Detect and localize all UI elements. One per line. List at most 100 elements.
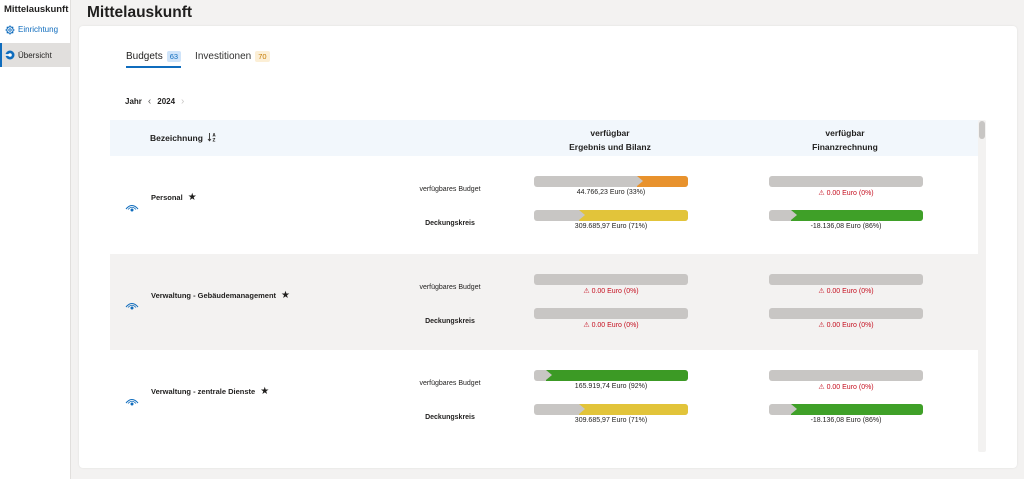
sidebar-item-einrichtung[interactable]: Einrichtung: [0, 18, 70, 41]
progress-value: 165.919,74 Euro (92%): [534, 383, 688, 390]
progress-fill: [578, 210, 688, 221]
progress-value: ⚠ 0.00 Euro (0%): [769, 383, 923, 391]
star-icon[interactable]: ★: [281, 290, 290, 301]
row-name-label: Verwaltung - zentrale Dienste: [151, 387, 256, 396]
overview-icon: [5, 50, 15, 60]
warning-icon: ⚠: [818, 190, 827, 197]
progress-value: ⚠ 0.00 Euro (0%): [769, 321, 923, 329]
row-name-label: Personal: [151, 193, 183, 202]
warning-icon: ⚠: [818, 288, 827, 295]
app-title: Mittelauskunft: [4, 4, 69, 15]
progress-value: ⚠ 0.00 Euro (0%): [769, 287, 923, 295]
progress-notch: [790, 210, 797, 220]
gear-icon: [5, 25, 15, 35]
sublabel-budget: verfügbares Budget: [419, 186, 481, 193]
progress-bar: [534, 210, 688, 221]
progress-notch: [578, 404, 585, 414]
star-icon[interactable]: ★: [260, 386, 270, 397]
sublabel-budget: verfügbares Budget: [419, 380, 481, 387]
progress-bar: [534, 176, 688, 187]
progress-value-text: 0.00 Euro (0%): [826, 190, 874, 197]
svg-text:A: A: [212, 132, 216, 137]
warning-icon: ⚠: [818, 384, 827, 391]
scroll-thumb[interactable]: [979, 121, 985, 139]
content-card: Budgets 63 Investitionen 70 Jahr ‹ 2024 …: [79, 26, 1017, 468]
progress-fill: [578, 404, 688, 415]
chevron-right-icon[interactable]: ›: [181, 96, 185, 107]
progress-bar: [769, 176, 923, 187]
warning-icon: ⚠: [818, 322, 827, 329]
chevron-left-icon[interactable]: ‹: [147, 96, 152, 107]
tab-budgets[interactable]: Budgets 63: [126, 46, 182, 68]
column-header-line: Ergebnis und Bilanz: [569, 142, 651, 152]
progress-value: ⚠ 0.00 Euro (0%): [534, 287, 688, 295]
progress-value-text: 0.00 Euro (0%): [826, 288, 874, 295]
count-badge: 70: [255, 50, 270, 62]
column-header-label: Bezeichnung: [150, 133, 203, 143]
progress-bar: [534, 308, 688, 319]
progress-bar: [534, 370, 688, 381]
progress-bar: [534, 274, 688, 285]
row-name: Verwaltung - zentrale Dienste ★: [151, 386, 269, 397]
progress-notch: [546, 370, 553, 380]
star-icon[interactable]: ★: [187, 192, 197, 203]
tab-label: Budgets: [126, 50, 163, 62]
count-badge: 63: [166, 50, 182, 62]
svg-text:Z: Z: [212, 137, 215, 142]
progress-value: 309.685,97 Euro (71%): [534, 223, 688, 230]
vertical-scrollbar[interactable]: [978, 120, 986, 452]
progress-value-text: 0.00 Euro (0%): [591, 288, 639, 295]
progress-value-text: 0.00 Euro (0%): [591, 322, 639, 329]
sidebar-item-uebersicht[interactable]: Übersicht: [0, 43, 70, 67]
progress-fill: [790, 210, 923, 221]
tab-bar: Budgets 63 Investitionen 70: [126, 46, 284, 68]
progress-value: ⚠ 0.00 Euro (0%): [769, 189, 923, 197]
table-row: Personal ★ verfügbares Budget Deckungskreis…: [110, 156, 980, 252]
eye-icon[interactable]: [125, 394, 139, 406]
progress-notch: [578, 210, 585, 220]
row-name-label: Verwaltung - Gebäudemanagement: [151, 291, 277, 300]
eye-icon[interactable]: [125, 200, 139, 212]
progress-bar: [769, 308, 923, 319]
progress-fill: [546, 370, 688, 381]
progress-notch: [790, 404, 797, 414]
progress-value-text: -18.136,08 Euro (86%): [810, 223, 882, 230]
page-title: Mittelauskunft: [87, 4, 193, 21]
row-name: Verwaltung - Gebäudemanagement ★: [151, 290, 290, 301]
progress-notch: [637, 176, 644, 186]
progress-fill: [637, 176, 688, 187]
sublabel-budget: verfügbares Budget: [419, 284, 481, 291]
progress-fill: [790, 404, 923, 415]
progress-bar: [534, 404, 688, 415]
year-value: 2024: [157, 97, 176, 106]
sidebar-item-label: Einrichtung: [18, 25, 59, 34]
progress-value-text: 44.766,23 Euro (33%): [576, 189, 646, 196]
column-header-line: verfügbar: [825, 128, 865, 138]
column-header-finanz: verfügbar Finanzrechnung: [770, 126, 920, 154]
progress-value: -18.136,08 Euro (86%): [769, 417, 923, 424]
sidebar-item-label: Übersicht: [18, 50, 52, 60]
progress-bar: [769, 274, 923, 285]
table-row: Verwaltung - zentrale Dienste ★ verfügbare…: [110, 350, 980, 446]
sidebar: Mittelauskunft Einrichtung Übersicht: [0, 0, 71, 479]
tab-investitionen[interactable]: Investitionen 70: [195, 46, 270, 66]
progress-value: 44.766,23 Euro (33%): [534, 189, 688, 196]
row-name: Personal ★: [151, 192, 197, 203]
column-header-line: Finanzrechnung: [812, 142, 878, 152]
tab-label: Investitionen: [195, 50, 252, 62]
year-label: Jahr: [125, 97, 142, 106]
column-header-line: verfügbar: [590, 128, 630, 138]
progress-value: 309.685,97 Euro (71%): [534, 417, 688, 424]
progress-value-text: 165.919,74 Euro (92%): [574, 383, 648, 390]
year-selector: Jahr ‹ 2024 ›: [125, 96, 190, 107]
sublabel-deckungskreis: Deckungskreis: [425, 220, 475, 227]
warning-icon: ⚠: [583, 322, 592, 329]
column-header-ergebnis: verfügbar Ergebnis und Bilanz: [535, 126, 685, 154]
progress-value: ⚠ 0.00 Euro (0%): [534, 321, 688, 329]
progress-value-text: 0.00 Euro (0%): [826, 322, 874, 329]
eye-icon[interactable]: [125, 298, 139, 310]
